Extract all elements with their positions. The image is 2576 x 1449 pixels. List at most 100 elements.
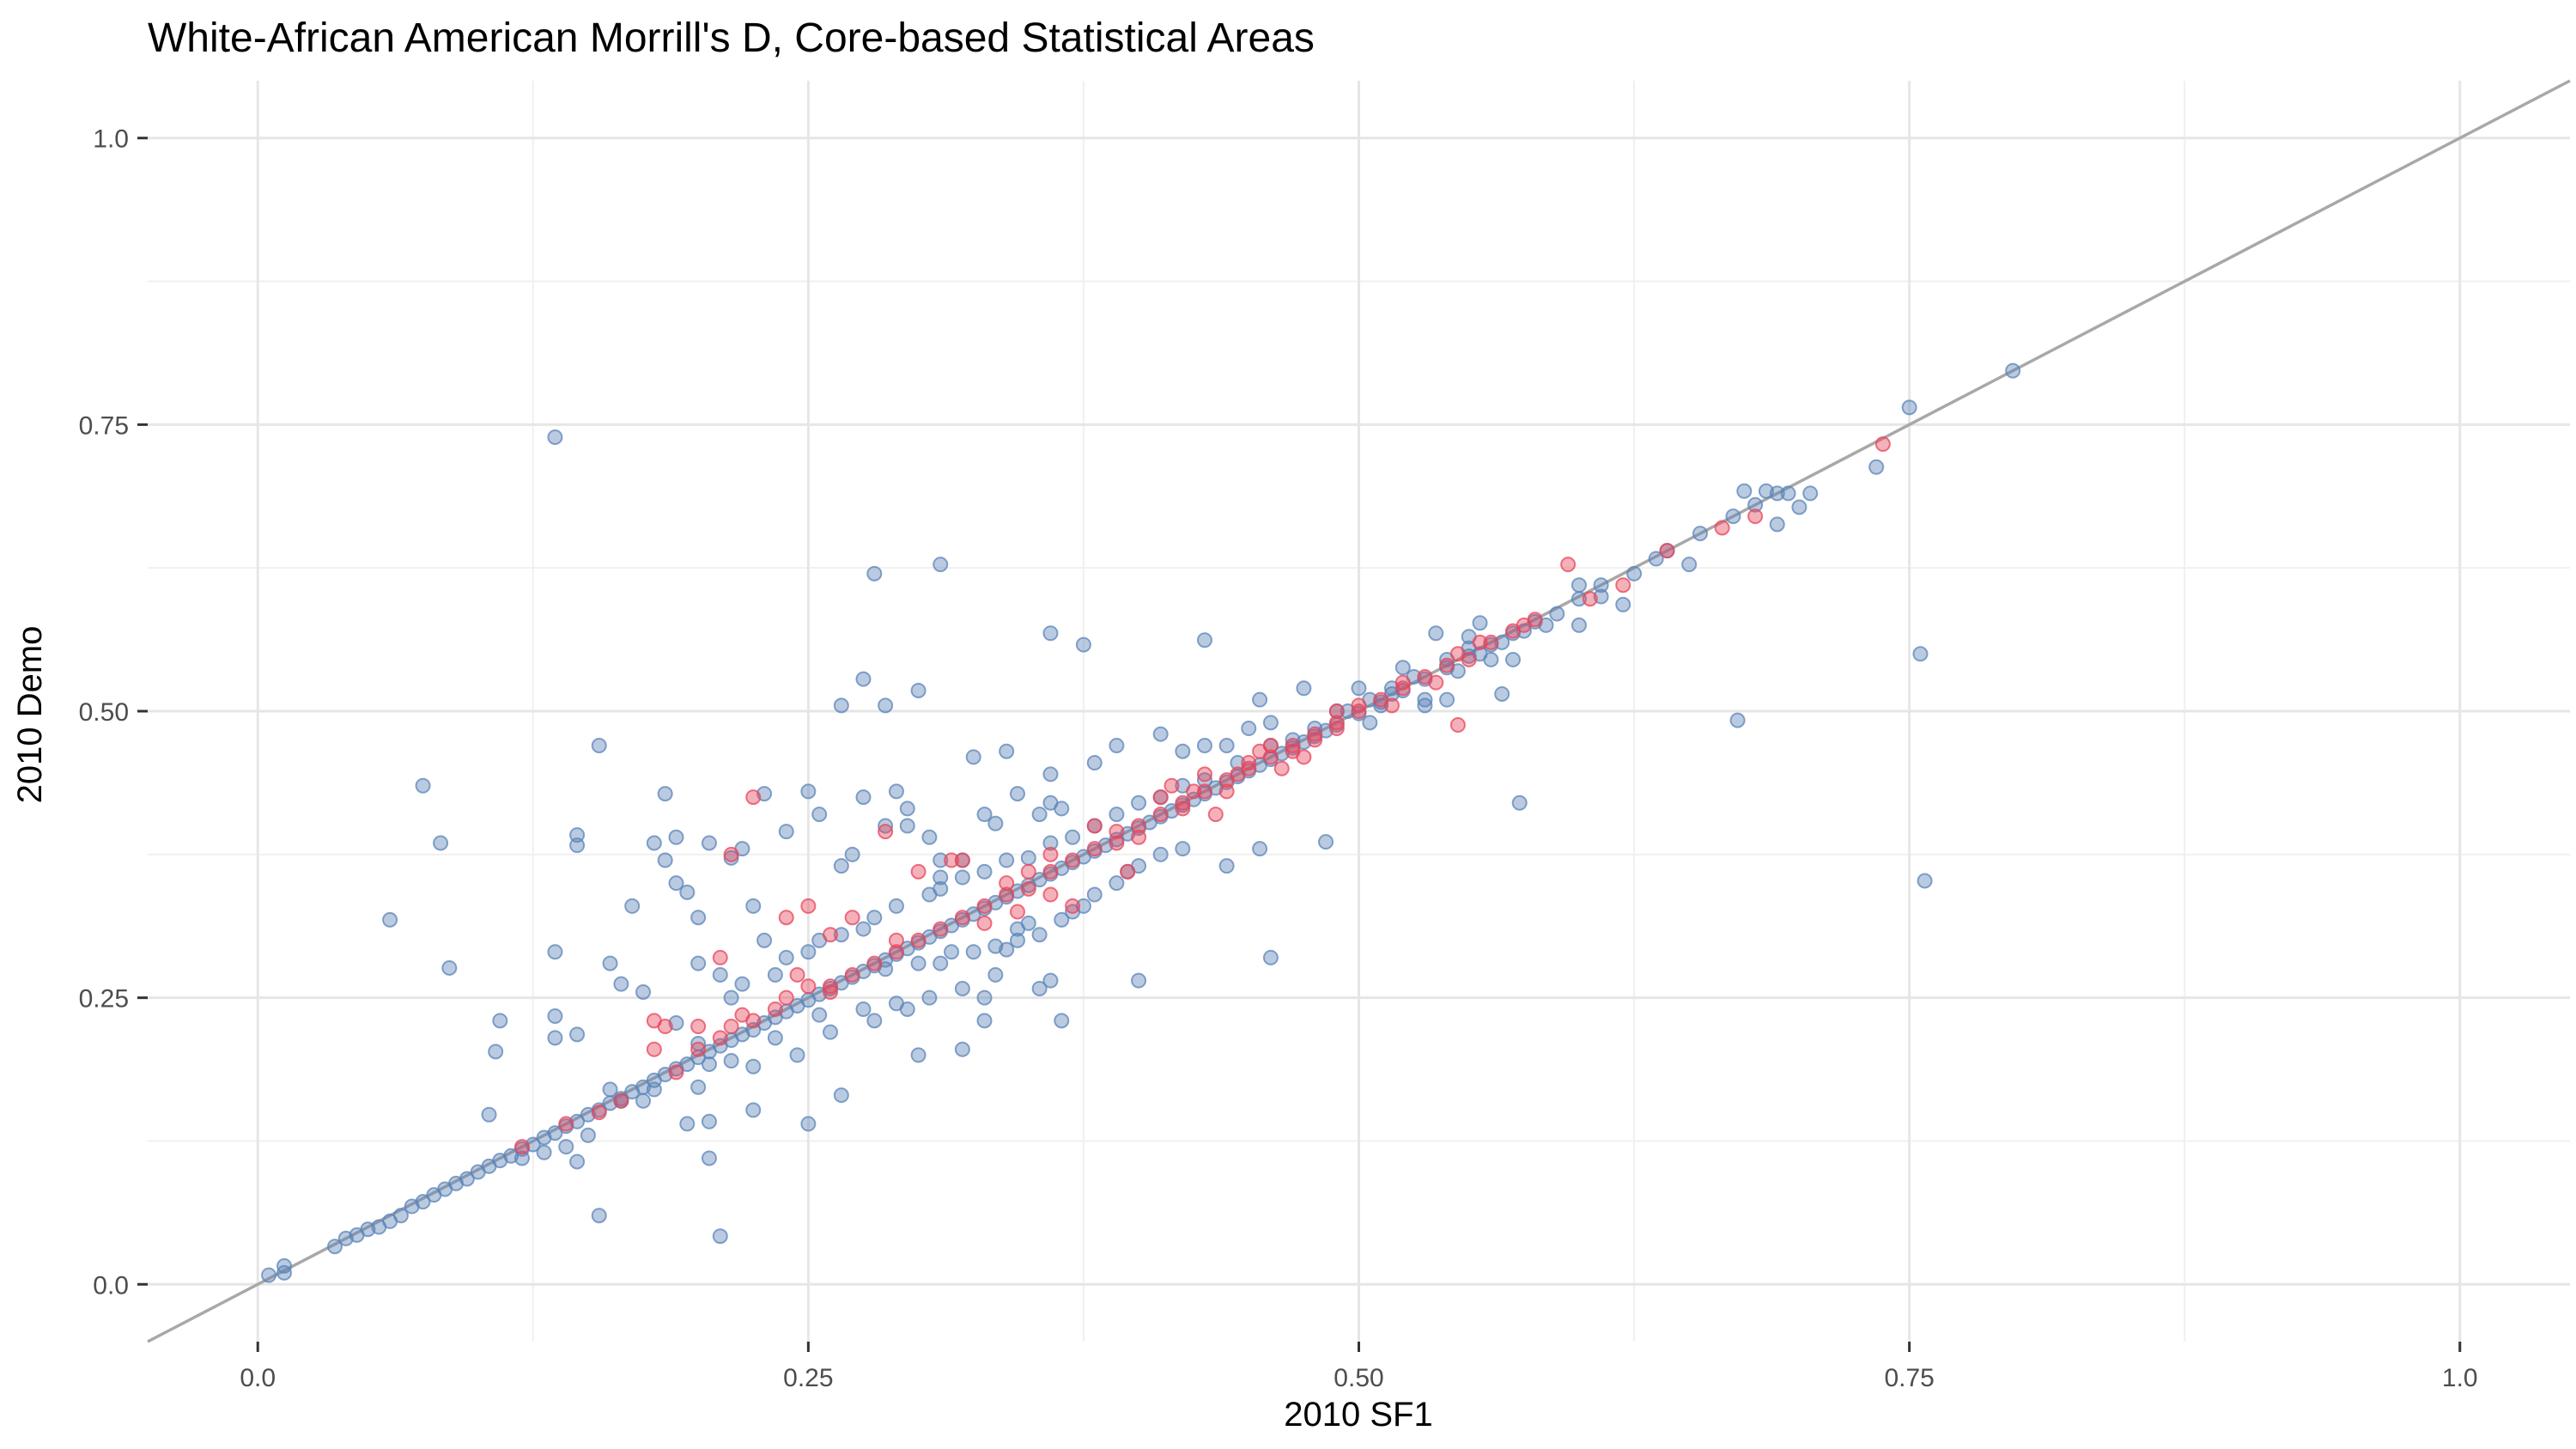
data-point <box>987 815 1004 831</box>
data-point <box>1328 715 1345 731</box>
data-point <box>635 1093 652 1109</box>
data-point <box>844 846 860 862</box>
data-point <box>569 837 586 854</box>
data-point <box>1230 766 1246 782</box>
data-point <box>723 846 739 862</box>
data-point <box>999 852 1015 868</box>
data-point <box>954 910 970 926</box>
data-point <box>668 875 684 892</box>
data-point <box>1494 634 1510 650</box>
data-point <box>1729 712 1746 728</box>
data-point <box>855 921 872 937</box>
data-point <box>1516 617 1532 633</box>
data-point <box>646 835 662 851</box>
data-point <box>1075 636 1091 653</box>
data-point <box>1285 732 1301 748</box>
data-point <box>965 944 981 960</box>
data-point <box>1483 634 1499 650</box>
data-point <box>745 789 762 806</box>
data-point <box>1042 886 1059 903</box>
data-point <box>1009 932 1025 948</box>
data-point <box>800 1116 817 1132</box>
data-point <box>800 898 817 914</box>
data-point <box>1516 623 1532 639</box>
data-point <box>1109 738 1125 754</box>
data-point <box>987 938 1004 954</box>
data-point <box>1736 483 1753 499</box>
data-point <box>976 898 993 914</box>
data-point <box>1472 634 1488 650</box>
data-point <box>734 976 750 992</box>
data-point <box>712 966 728 983</box>
data-point <box>1086 755 1103 771</box>
data-point <box>1120 863 1136 880</box>
data-point <box>789 1047 805 1063</box>
axis-tick-labels: 0.0 0.25 0.50 0.75 1.0 0.0 0.25 0.50 0.75 1.0 <box>79 125 2478 1392</box>
data-point <box>1131 972 1147 989</box>
data-point <box>547 1008 563 1024</box>
data-point <box>1020 849 1036 866</box>
data-point <box>910 932 927 948</box>
data-point <box>823 1024 839 1040</box>
data-point <box>1681 557 1698 573</box>
data-point <box>1131 818 1147 834</box>
data-point <box>1186 783 1202 800</box>
data-point <box>888 932 904 948</box>
data-point <box>767 966 783 983</box>
data-point <box>1065 852 1081 868</box>
data-point <box>756 932 773 948</box>
data-point <box>1152 807 1169 823</box>
data-point <box>1747 508 1764 525</box>
data-point <box>1615 596 1631 612</box>
data-point <box>976 915 993 931</box>
data-point <box>1086 886 1103 903</box>
data-point <box>1131 829 1147 845</box>
data-point <box>888 783 904 800</box>
data-point <box>392 1208 409 1224</box>
data-point <box>878 697 894 714</box>
data-point <box>1131 795 1147 811</box>
data-point <box>1769 516 1785 533</box>
data-point <box>1417 697 1433 714</box>
data-point <box>855 1001 872 1017</box>
data-points <box>261 362 2021 1283</box>
data-point <box>778 949 794 965</box>
data-point <box>1109 835 1125 851</box>
data-point <box>276 1257 293 1274</box>
data-point <box>1009 786 1025 802</box>
x-tick-label: 1.0 <box>2442 1364 2478 1392</box>
data-point <box>1549 606 1565 622</box>
data-point <box>1328 721 1345 737</box>
data-point <box>646 1081 662 1098</box>
data-point <box>1086 841 1103 857</box>
data-point <box>823 983 839 1000</box>
data-point <box>833 858 849 874</box>
data-point <box>1054 911 1070 928</box>
data-point <box>433 835 449 851</box>
data-point <box>712 1030 728 1046</box>
data-point <box>1747 496 1764 513</box>
data-point <box>1218 783 1235 800</box>
data-point <box>1054 1013 1070 1029</box>
data-point <box>933 955 949 971</box>
data-point <box>933 921 949 937</box>
data-point <box>1262 715 1279 731</box>
y-tick-label: 0.25 <box>79 985 129 1014</box>
data-point <box>866 565 883 581</box>
data-point <box>547 1030 563 1046</box>
data-point <box>1109 875 1125 892</box>
data-point <box>745 898 762 914</box>
data-point <box>833 697 849 714</box>
data-point <box>690 955 707 971</box>
data-point <box>965 749 981 765</box>
data-point <box>679 1056 696 1073</box>
data-point <box>1449 646 1466 662</box>
data-point <box>1175 841 1191 857</box>
x-tick-label: 0.25 <box>783 1364 833 1392</box>
data-point <box>690 1036 707 1052</box>
y-tick-label: 1.0 <box>93 125 129 154</box>
chart-title: White-African American Morrill's D, Core… <box>148 15 1315 61</box>
data-point <box>1196 738 1212 754</box>
data-point <box>1439 657 1455 673</box>
y-tick-label: 0.50 <box>79 698 129 727</box>
